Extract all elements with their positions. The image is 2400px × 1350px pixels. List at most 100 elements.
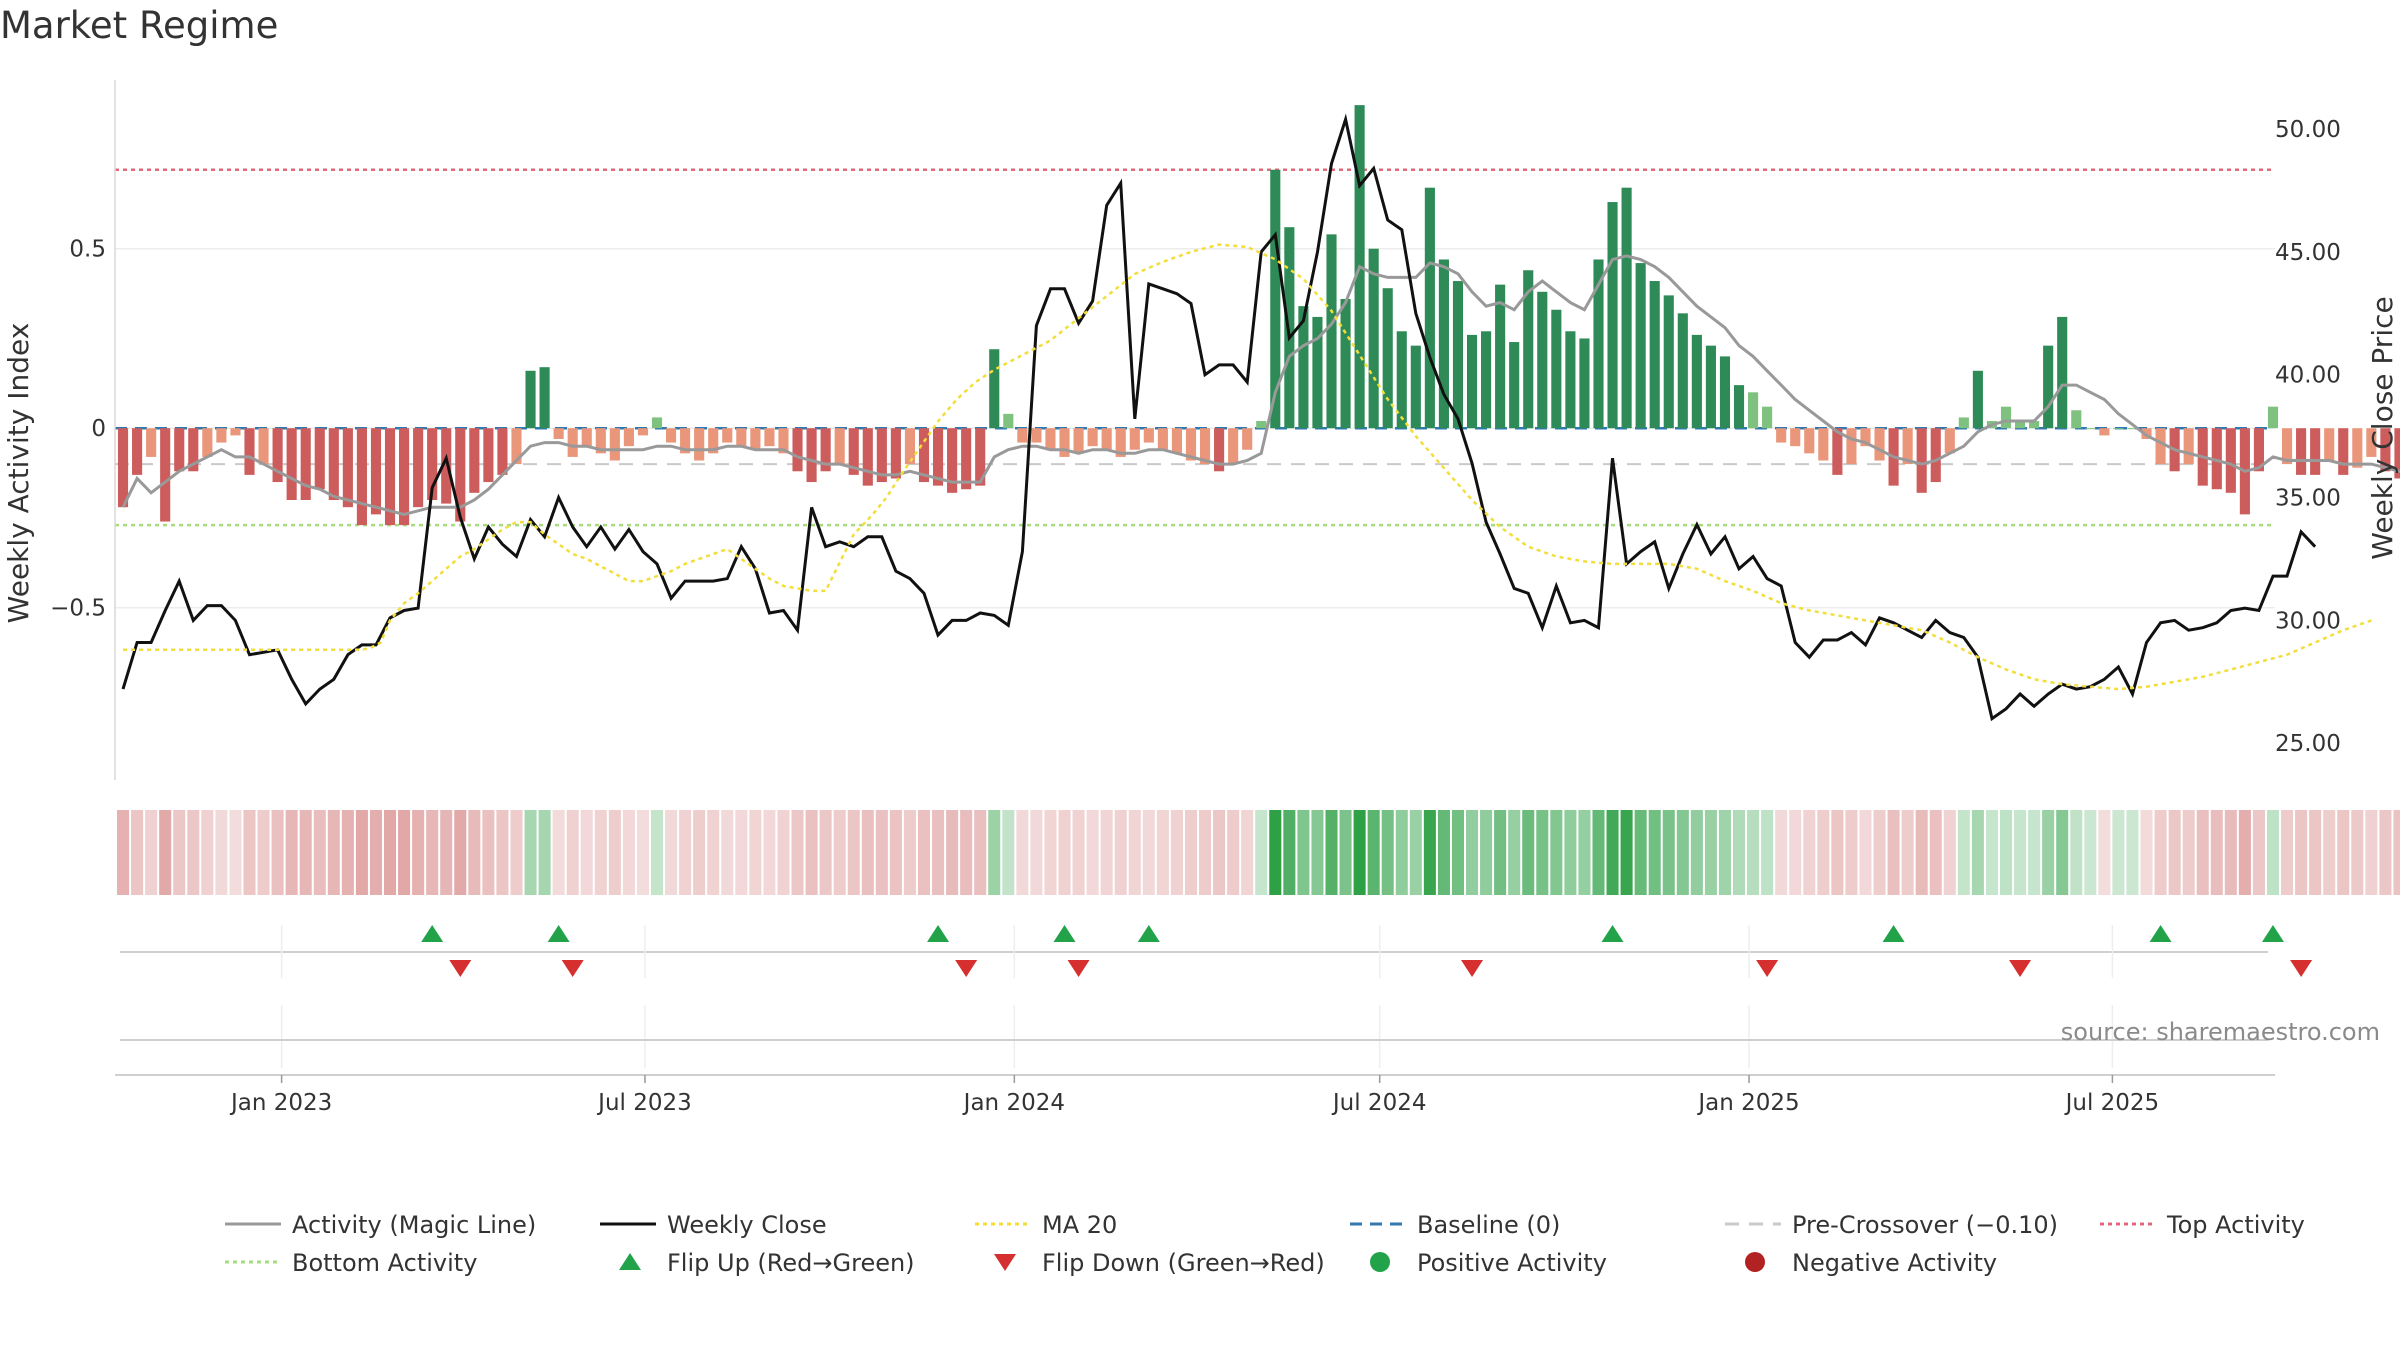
activity-bar xyxy=(1509,342,1520,429)
y2-tick-label: 25.00 xyxy=(2275,731,2341,757)
legend-entry: Pre-Crossover (−0.10) xyxy=(1725,1211,2058,1239)
activity-bar xyxy=(2113,428,2124,430)
activity-bar xyxy=(286,428,297,500)
regime-cell xyxy=(636,810,649,895)
activity-bar xyxy=(1326,234,1337,429)
activity-bar xyxy=(2296,428,2307,475)
regime-cell xyxy=(665,810,678,895)
activity-bar xyxy=(441,428,452,504)
activity-bar xyxy=(2127,428,2138,430)
regime-cell xyxy=(932,810,945,895)
activity-bar xyxy=(581,428,592,447)
legend: Activity (Magic Line) Weekly Close MA 20 Ba… xyxy=(225,1211,2305,1277)
regime-cell xyxy=(1044,810,1057,895)
regime-cell xyxy=(1423,810,1436,895)
regime-cell xyxy=(1128,810,1141,895)
regime-cell xyxy=(1550,810,1563,895)
activity-bar xyxy=(792,428,803,472)
regime-cell xyxy=(159,810,172,895)
activity-bar xyxy=(2394,428,2400,479)
regime-cell xyxy=(1058,810,1071,895)
activity-bar xyxy=(932,428,944,486)
activity-bar xyxy=(1705,345,1716,429)
regime-cell xyxy=(2154,810,2167,895)
activity-bar xyxy=(961,428,972,490)
legend-entry: Negative Activity xyxy=(1745,1249,1997,1277)
activity-bar xyxy=(736,428,747,447)
y-tick-label: −0.5 xyxy=(50,596,106,622)
activity-bar xyxy=(525,370,536,429)
regime-cell xyxy=(763,810,776,895)
y2-tick-label: 30.00 xyxy=(2275,608,2341,634)
activity-bar xyxy=(160,428,171,522)
regime-cell xyxy=(229,810,242,895)
activity-bar xyxy=(132,428,143,475)
regime-cell xyxy=(355,810,368,895)
legend-entry: Positive Activity xyxy=(1370,1249,1607,1277)
regime-cell xyxy=(1395,810,1408,895)
flip-up-marker xyxy=(547,925,570,942)
y2-tick-label: 40.00 xyxy=(2275,363,2341,389)
activity-bar xyxy=(1101,428,1112,450)
regime-cell xyxy=(1142,810,1155,895)
regime-cell xyxy=(1072,810,1085,895)
regime-cell xyxy=(679,810,692,895)
activity-bar xyxy=(146,428,157,457)
activity-bar xyxy=(1031,428,1042,443)
activity-bar xyxy=(1171,428,1182,454)
regime-cell xyxy=(707,810,720,895)
x-tick-label: Jul 2025 xyxy=(2064,1090,2160,1116)
activity-bar xyxy=(2310,428,2321,475)
regime-cell xyxy=(791,810,804,895)
flip-markers xyxy=(120,925,2313,1068)
activity-bar xyxy=(314,428,325,490)
activity-bar xyxy=(609,428,620,461)
regime-cell xyxy=(1466,810,1479,895)
regime-cell xyxy=(1311,810,1324,895)
activity-bar xyxy=(356,428,367,526)
activity-bar xyxy=(2225,428,2236,493)
legend-label: Pre-Crossover (−0.10) xyxy=(1792,1211,2058,1239)
activity-bar xyxy=(651,417,663,429)
legend-label: Baseline (0) xyxy=(1417,1211,1560,1239)
activity-bar xyxy=(342,428,353,508)
regime-cell xyxy=(2295,810,2308,895)
activity-bar xyxy=(1649,281,1660,429)
legend-entry: MA 20 xyxy=(975,1211,1117,1239)
legend-label: Weekly Close xyxy=(667,1211,827,1239)
regime-cell xyxy=(341,810,354,895)
activity-bar xyxy=(1818,428,1829,461)
regime-cell xyxy=(622,810,635,895)
activity-bar xyxy=(272,428,283,483)
regime-cell xyxy=(1086,810,1099,895)
regime-cell xyxy=(1761,810,1774,895)
regime-cell xyxy=(819,810,832,895)
activity-bar xyxy=(1804,428,1815,454)
regime-cell xyxy=(1999,810,2013,895)
regime-cell xyxy=(426,810,439,895)
activity-bar xyxy=(806,428,817,483)
activity-bar xyxy=(1214,428,1225,472)
regime-cell xyxy=(1817,810,1830,895)
activity-bar xyxy=(750,428,761,450)
regime-cell xyxy=(693,810,706,895)
activity-bar xyxy=(1846,428,1857,465)
flip-down-marker xyxy=(2009,960,2032,977)
activity-bar xyxy=(834,428,845,465)
activity-bar xyxy=(483,428,494,483)
activity-bar xyxy=(258,428,269,465)
activity-bar xyxy=(1748,392,1759,429)
activity-bar xyxy=(2000,406,2012,429)
activity-bar xyxy=(2155,428,2166,465)
activity-bar xyxy=(1874,428,1885,461)
regime-cell xyxy=(2098,810,2111,895)
regime-cell xyxy=(875,810,888,895)
activity-bar xyxy=(216,428,227,443)
activity-bar xyxy=(1059,428,1070,457)
regime-cell xyxy=(412,810,425,895)
activity-bar xyxy=(1523,270,1534,429)
regime-cell xyxy=(1606,810,1619,895)
activity-bar xyxy=(637,428,649,436)
activity-bar xyxy=(975,428,986,486)
activity-bar xyxy=(778,428,789,454)
